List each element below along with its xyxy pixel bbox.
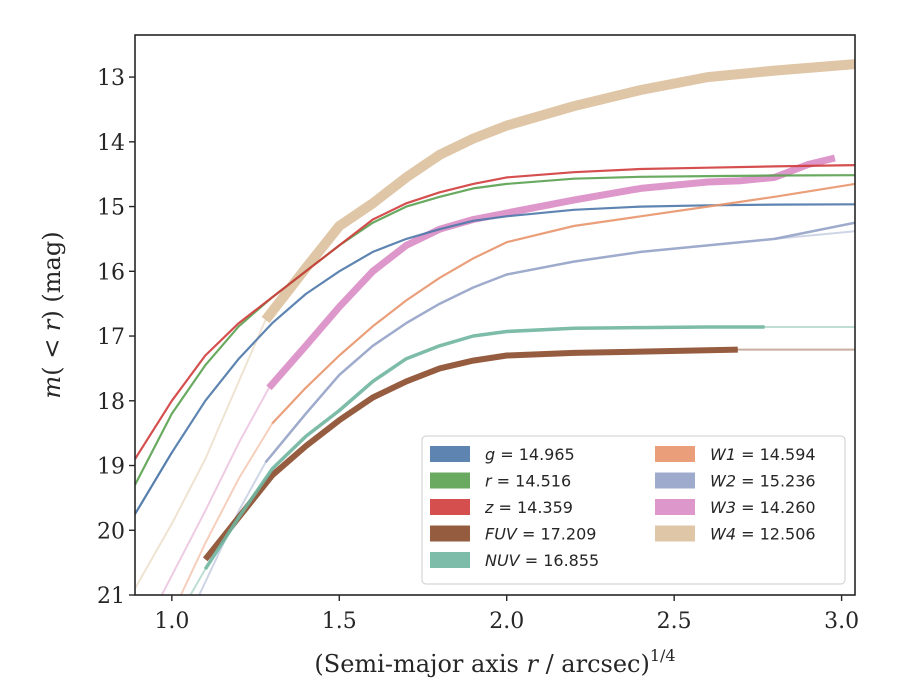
curve-w3 (266, 154, 836, 391)
ticks-layer: 1.0 1.5 2.0 2.5 3.0 13 14 15 16 17 18 19 20 21 (97, 66, 859, 634)
y-tick-label: 17 (97, 325, 125, 350)
y-tick-label: 18 (97, 390, 125, 415)
y-tick-label: 20 (97, 519, 125, 544)
curve-w4 (261, 59, 855, 323)
legend-label-nuv: NUV = 16.855 (485, 551, 599, 570)
legend-label-w1: W1 = 14.594 (710, 445, 816, 464)
legend-swatch-z (430, 499, 470, 515)
curve-extension-5 (198, 461, 267, 595)
legend-label-w2: W2 = 15.236 (710, 472, 816, 491)
y-tick-label: 15 (97, 196, 125, 221)
x-tick-label: 1.0 (154, 609, 189, 634)
curve-extension-3 (189, 568, 207, 595)
legend-label-z: z = 14.359 (484, 498, 573, 517)
curve-extension-4 (179, 422, 274, 595)
y-tick-label: 14 (97, 131, 125, 156)
curve-extension-7 (160, 386, 270, 595)
y-tick-label: 21 (97, 584, 125, 609)
curve-extension-8 (135, 318, 267, 590)
curve-z (135, 164, 855, 460)
series-layer (135, 59, 855, 595)
legend-label-w3: W3 = 14.260 (710, 498, 816, 517)
legend-swatch-fuv (430, 525, 470, 542)
x-tick-label: 2.0 (489, 609, 524, 634)
legend-swatch-w2 (655, 472, 695, 489)
y-tick-label: 13 (97, 66, 125, 91)
y-tick-label: 19 (97, 455, 125, 480)
legend-swatch-nuv (430, 552, 470, 568)
curve-fuv (202, 346, 738, 562)
curve-r (135, 174, 855, 486)
curve-w2 (264, 221, 855, 464)
plot-frame (134, 34, 856, 596)
legend-swatch-w4 (655, 525, 695, 542)
legend-box (421, 435, 846, 585)
y-axis-label: m( < r) (mag) (38, 231, 66, 398)
legend-swatch-g (430, 446, 470, 462)
legend: g = 14.965 r = 14.516 z = 14.359 FUV = 17.2… (421, 435, 846, 585)
legend-swatch-r (430, 472, 470, 489)
legend-label-g: g = 14.965 (485, 445, 575, 464)
legend-swatch-w3 (655, 499, 695, 515)
legend-label-fuv: FUV = 17.209 (485, 525, 596, 544)
x-axis-label: (Semi-major axis r / arcsec)1/4 (314, 646, 675, 678)
legend-label-w4: W4 = 12.506 (710, 525, 816, 544)
curve-extension-6 (773, 230, 855, 240)
legend-swatch-w1 (655, 446, 695, 462)
x-tick-label: 2.5 (657, 609, 692, 634)
curve-g (135, 203, 855, 515)
x-tick-label: 3.0 (824, 609, 859, 634)
curve-nuv (203, 325, 765, 571)
y-tick-label: 16 (97, 260, 125, 285)
legend-label-r: r = 14.516 (485, 472, 571, 491)
curve-w1 (271, 182, 855, 425)
x-tick-label: 1.5 (322, 609, 357, 634)
